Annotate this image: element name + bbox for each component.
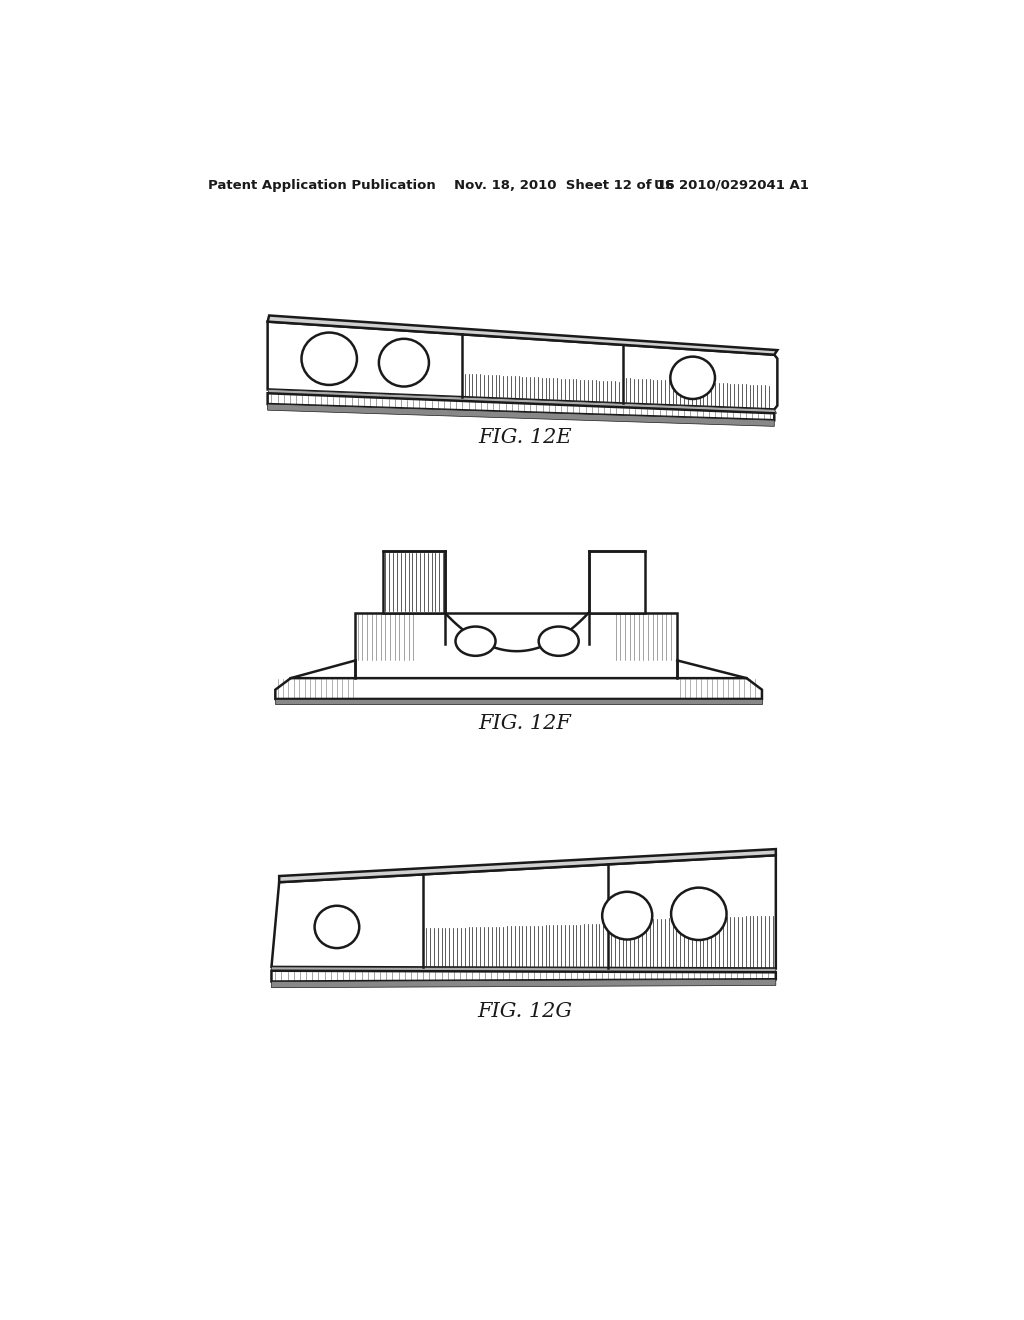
Polygon shape <box>267 315 777 355</box>
Ellipse shape <box>314 906 359 948</box>
Polygon shape <box>267 404 774 426</box>
Polygon shape <box>271 970 776 982</box>
Ellipse shape <box>379 339 429 387</box>
Polygon shape <box>267 322 777 409</box>
Ellipse shape <box>671 887 727 940</box>
Bar <box>383 552 444 612</box>
Polygon shape <box>267 389 776 413</box>
Polygon shape <box>275 678 762 700</box>
Ellipse shape <box>602 892 652 940</box>
Text: Nov. 18, 2010  Sheet 12 of 16: Nov. 18, 2010 Sheet 12 of 16 <box>454 178 675 191</box>
Text: US 2010/0292041 A1: US 2010/0292041 A1 <box>654 178 809 191</box>
Text: Patent Application Publication: Patent Application Publication <box>208 178 435 191</box>
Text: FIG. 12F: FIG. 12F <box>478 714 571 733</box>
Polygon shape <box>280 849 776 882</box>
Ellipse shape <box>539 627 579 656</box>
Text: FIG. 12G: FIG. 12G <box>477 1002 572 1022</box>
Polygon shape <box>271 966 776 973</box>
Ellipse shape <box>671 356 715 399</box>
Ellipse shape <box>301 333 357 385</box>
Ellipse shape <box>456 627 496 656</box>
Polygon shape <box>267 393 774 420</box>
Polygon shape <box>271 855 776 969</box>
Bar <box>355 612 677 678</box>
Text: FIG. 12E: FIG. 12E <box>478 428 571 446</box>
Bar <box>275 700 762 705</box>
Bar <box>589 552 645 612</box>
Polygon shape <box>271 979 776 987</box>
